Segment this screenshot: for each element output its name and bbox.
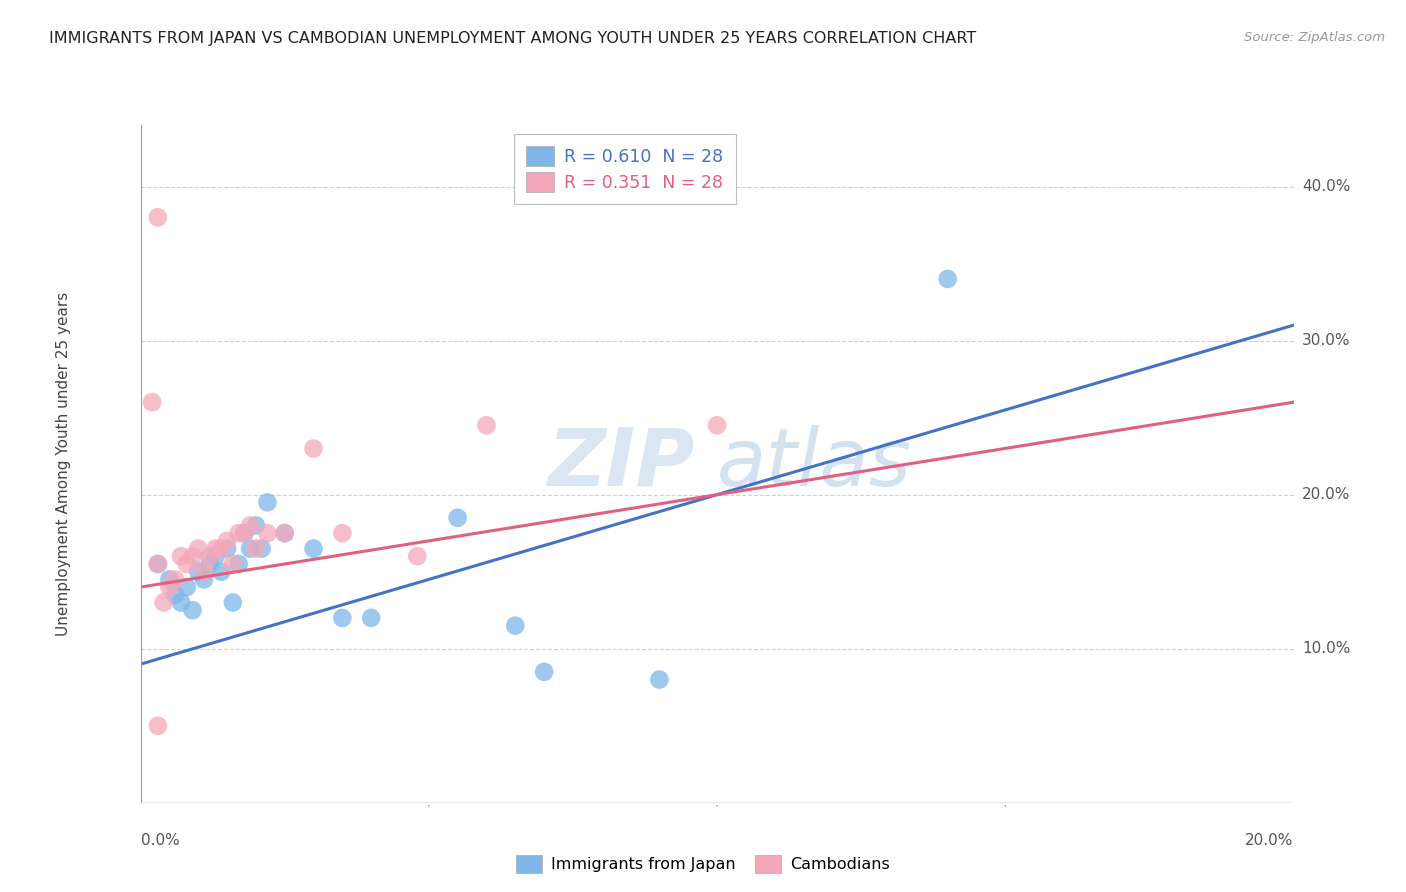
Text: 10.0%: 10.0%	[1302, 641, 1350, 657]
Point	[447, 510, 470, 524]
Point	[176, 557, 198, 571]
Text: Source: ZipAtlas.com: Source: ZipAtlas.com	[1244, 31, 1385, 45]
Point	[648, 673, 671, 687]
Point	[159, 573, 180, 587]
Point	[146, 557, 169, 571]
Point	[209, 565, 232, 579]
Point	[204, 541, 226, 556]
Point	[222, 595, 245, 609]
Text: ZIP: ZIP	[547, 425, 695, 503]
Point	[198, 549, 221, 564]
Point	[209, 541, 232, 556]
Point	[204, 549, 226, 564]
Point	[170, 549, 193, 564]
Point	[165, 588, 187, 602]
Legend: Immigrants from Japan, Cambodians: Immigrants from Japan, Cambodians	[510, 848, 896, 880]
Point	[475, 418, 498, 433]
Point	[274, 526, 297, 541]
Y-axis label: Unemployment Among Youth under 25 years: Unemployment Among Youth under 25 years	[56, 292, 72, 636]
Point	[141, 395, 163, 409]
Point	[332, 611, 354, 625]
Point	[222, 557, 245, 571]
Point	[256, 526, 278, 541]
Point	[159, 580, 180, 594]
Point	[217, 541, 239, 556]
Text: IMMIGRANTS FROM JAPAN VS CAMBODIAN UNEMPLOYMENT AMONG YOUTH UNDER 25 YEARS CORRE: IMMIGRANTS FROM JAPAN VS CAMBODIAN UNEMP…	[49, 31, 976, 46]
Point	[256, 495, 278, 509]
Point	[406, 549, 429, 564]
Point	[245, 518, 267, 533]
Text: atlas: atlas	[717, 425, 912, 503]
Text: 40.0%: 40.0%	[1302, 179, 1350, 194]
Point	[274, 526, 297, 541]
Point	[187, 565, 209, 579]
Point	[217, 533, 239, 548]
Point	[245, 541, 267, 556]
Point	[233, 526, 256, 541]
Point	[239, 541, 262, 556]
Point	[146, 557, 169, 571]
Point	[181, 603, 204, 617]
Point	[332, 526, 354, 541]
Point	[302, 541, 325, 556]
Point	[228, 526, 250, 541]
Point	[193, 565, 215, 579]
Point	[146, 719, 169, 733]
Point	[193, 573, 215, 587]
Text: 20.0%: 20.0%	[1302, 487, 1350, 502]
Point	[181, 549, 204, 564]
Point	[165, 573, 187, 587]
Point	[936, 272, 959, 286]
Text: 0.0%: 0.0%	[141, 833, 180, 848]
Point	[170, 595, 193, 609]
Point	[706, 418, 728, 433]
Point	[360, 611, 382, 625]
Point	[302, 442, 325, 456]
Point	[198, 557, 221, 571]
Point	[239, 518, 262, 533]
Text: 20.0%: 20.0%	[1246, 833, 1294, 848]
Point	[533, 665, 555, 679]
Point	[233, 526, 256, 541]
Legend: R = 0.610  N = 28, R = 0.351  N = 28: R = 0.610 N = 28, R = 0.351 N = 28	[515, 134, 735, 204]
Point	[250, 541, 273, 556]
Text: 30.0%: 30.0%	[1302, 333, 1350, 348]
Point	[187, 541, 209, 556]
Point	[503, 618, 526, 632]
Point	[228, 557, 250, 571]
Point	[176, 580, 198, 594]
Point	[146, 211, 169, 225]
Point	[152, 595, 174, 609]
